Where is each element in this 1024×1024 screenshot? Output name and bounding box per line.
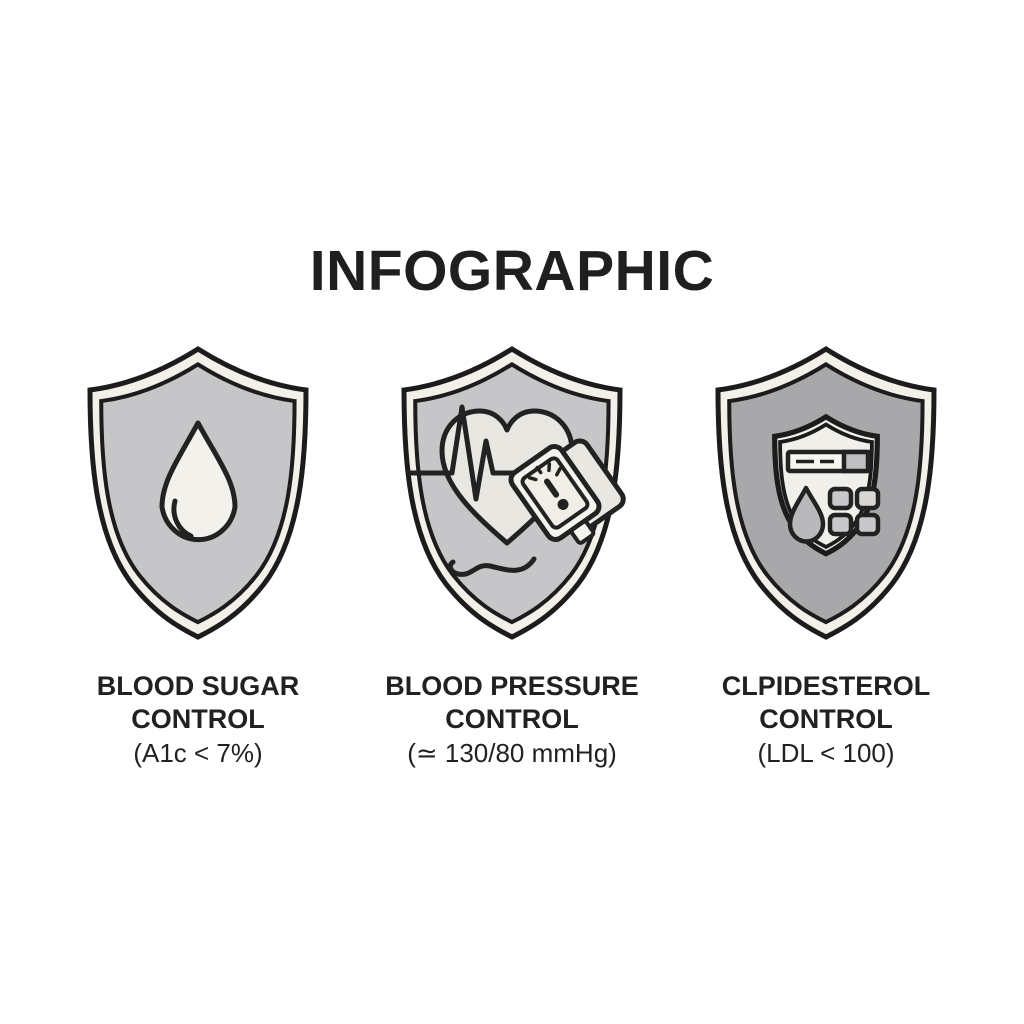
- label-blood-sugar-line1: BLOOD SUGAR: [96, 671, 300, 701]
- label-blood-sugar-line3: (A1c < 7%): [133, 738, 263, 768]
- button-grid-icon: [827, 486, 881, 537]
- label-blood-sugar-line2: CONTROL: [131, 704, 265, 734]
- water-drop-icon: [159, 420, 238, 543]
- label-cholesterol: CLPIDESTEROL CONTROL (LDL < 100): [676, 670, 976, 770]
- ekg-line-icon: [407, 404, 545, 502]
- label-blood-pressure-line3: (≃ 130/80 mmHg): [407, 738, 617, 768]
- heart-ekg-bp-monitor-icon: [407, 404, 626, 577]
- label-cholesterol-line1: CLPIDESTEROL: [721, 671, 931, 701]
- page-title: INFOGRAPHIC: [309, 239, 715, 303]
- bp-cuff-tube-icon: [447, 556, 537, 577]
- glucometer-mini-shield-icon: [772, 413, 881, 557]
- label-blood-pressure: BLOOD PRESSURE CONTROL (≃ 130/80 mmHg): [362, 670, 662, 770]
- shield-blood-pressure: [392, 343, 632, 643]
- label-blood-sugar: BLOOD SUGAR CONTROL (A1c < 7%): [48, 670, 348, 770]
- label-blood-pressure-line1: BLOOD PRESSURE: [385, 671, 639, 701]
- shield-cholesterol-svg: [715, 346, 937, 640]
- shield-cholesterol: [706, 343, 946, 643]
- mini-shield-inner-line: [778, 422, 874, 550]
- test-strip-icon: [785, 449, 871, 474]
- label-cholesterol-line3: (LDL < 100): [757, 738, 895, 768]
- blood-drop-icon: [787, 485, 826, 544]
- label-blood-pressure-line2: CONTROL: [445, 704, 579, 734]
- shield-blood-pressure-svg: [401, 346, 626, 640]
- bp-monitor-icon: [508, 438, 626, 545]
- shield-blood-sugar-svg: [87, 346, 309, 640]
- label-cholesterol-line2: CONTROL: [759, 704, 893, 734]
- shield-blood-sugar: [78, 343, 318, 643]
